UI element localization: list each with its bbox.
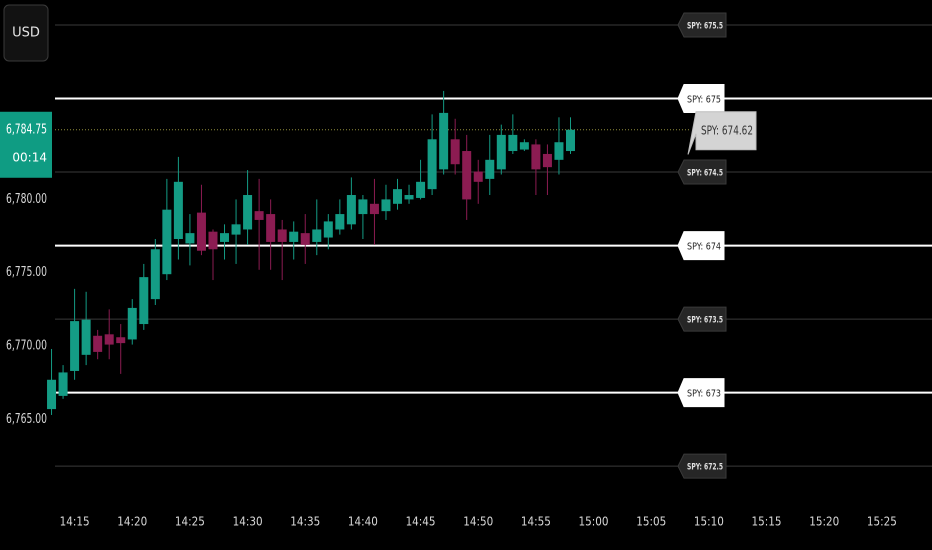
candle-body — [323, 221, 333, 238]
level-label: SPY: 674 — [687, 242, 721, 253]
level-tag — [677, 12, 727, 38]
candle-body — [162, 209, 172, 275]
y-tick-label: 6,780.00 — [6, 192, 47, 207]
candle-body — [58, 372, 68, 396]
candle-body — [104, 334, 114, 345]
candle-body — [531, 144, 541, 170]
candle-body — [565, 129, 575, 152]
candle-body — [312, 229, 322, 242]
level-label: SPY: 674.5 — [687, 169, 723, 179]
candle-body — [427, 139, 437, 190]
candle-body — [185, 233, 195, 244]
x-tick-label: 14:15 — [60, 515, 90, 529]
level-label: SPY: 673 — [687, 389, 721, 400]
x-tick-label: 15:05 — [636, 515, 666, 529]
x-tick-label: 14:45 — [406, 515, 436, 529]
candle-body — [70, 321, 80, 371]
candle-body — [196, 212, 206, 251]
candle-body — [266, 214, 276, 242]
candle-body — [439, 112, 449, 170]
candle-body — [346, 195, 356, 225]
candle-body — [116, 337, 126, 344]
x-tick-label: 14:50 — [463, 515, 493, 529]
button-frame[interactable] — [3, 4, 49, 62]
candle-body — [404, 195, 414, 200]
candle-body — [173, 181, 183, 240]
level-tag — [677, 378, 725, 408]
candle-body — [496, 134, 506, 170]
candle-body — [393, 189, 403, 204]
current-level-tag — [687, 111, 757, 155]
current-level-label: SPY: 674.62 — [701, 123, 753, 137]
button-label[interactable]: USD — [12, 26, 40, 41]
candle-body — [254, 211, 264, 220]
y-tick-label: 6,765.00 — [6, 412, 47, 427]
candle-body — [220, 233, 230, 242]
candle-body — [243, 195, 253, 230]
countdown-label: 00:14 — [12, 150, 47, 164]
candle-body — [416, 181, 426, 198]
candle-body — [93, 335, 103, 352]
level-tag — [677, 84, 725, 114]
level-tag — [677, 306, 727, 332]
x-tick-label: 14:55 — [521, 515, 551, 529]
candle-body — [519, 142, 529, 150]
currency-button[interactable]: USD — [3, 4, 49, 62]
candles-layer — [47, 90, 575, 415]
candle-body — [358, 199, 368, 215]
level-label: SPY: 675.5 — [687, 22, 723, 32]
candle-body — [47, 379, 57, 410]
candle-body — [150, 249, 160, 300]
candle-body — [485, 159, 495, 179]
y-tick-label: 6,770.00 — [6, 339, 47, 354]
candle-body — [381, 199, 391, 212]
candle-body — [231, 224, 241, 235]
candle-body — [542, 153, 552, 168]
x-tick-label: 14:20 — [117, 515, 147, 529]
candle-body — [450, 139, 460, 165]
candle-body — [81, 319, 91, 355]
x-tick-label: 15:00 — [579, 515, 609, 529]
x-tick-label: 15:15 — [752, 515, 782, 529]
overlay-layer: SPY: 675.5 SPY: 675 SPY: 674.5 SPY: 674 SPY:… — [0, 12, 897, 529]
candle-body — [462, 151, 472, 200]
candle-body — [335, 214, 345, 230]
level-label: SPY: 675 — [687, 95, 721, 106]
current-price-badge — [0, 111, 52, 178]
candle-body — [554, 142, 564, 160]
level-tag — [677, 159, 727, 185]
candle-body — [139, 277, 149, 325]
candle-body — [208, 231, 218, 250]
candle-body — [508, 134, 518, 152]
current-price-label: 6,784.75 — [6, 122, 47, 137]
candle-body — [289, 231, 299, 242]
x-tick-label: 14:40 — [348, 515, 378, 529]
x-tick-label: 15:10 — [694, 515, 724, 529]
candle-body — [277, 229, 287, 242]
level-tag — [677, 453, 727, 479]
level-tag — [677, 231, 725, 261]
level-label: SPY: 672.5 — [687, 463, 723, 473]
y-tick-label: 6,775.00 — [6, 265, 47, 280]
candle-body — [473, 171, 483, 182]
candle-body — [369, 203, 379, 215]
x-tick-label: 15:25 — [867, 515, 897, 529]
x-tick-label: 14:30 — [233, 515, 263, 529]
candle-body — [300, 233, 310, 245]
level-label: SPY: 673.5 — [687, 316, 723, 326]
x-tick-label: 14:35 — [290, 515, 320, 529]
x-tick-label: 14:25 — [175, 515, 205, 529]
candle-body — [127, 307, 137, 340]
x-tick-label: 15:20 — [809, 515, 839, 529]
